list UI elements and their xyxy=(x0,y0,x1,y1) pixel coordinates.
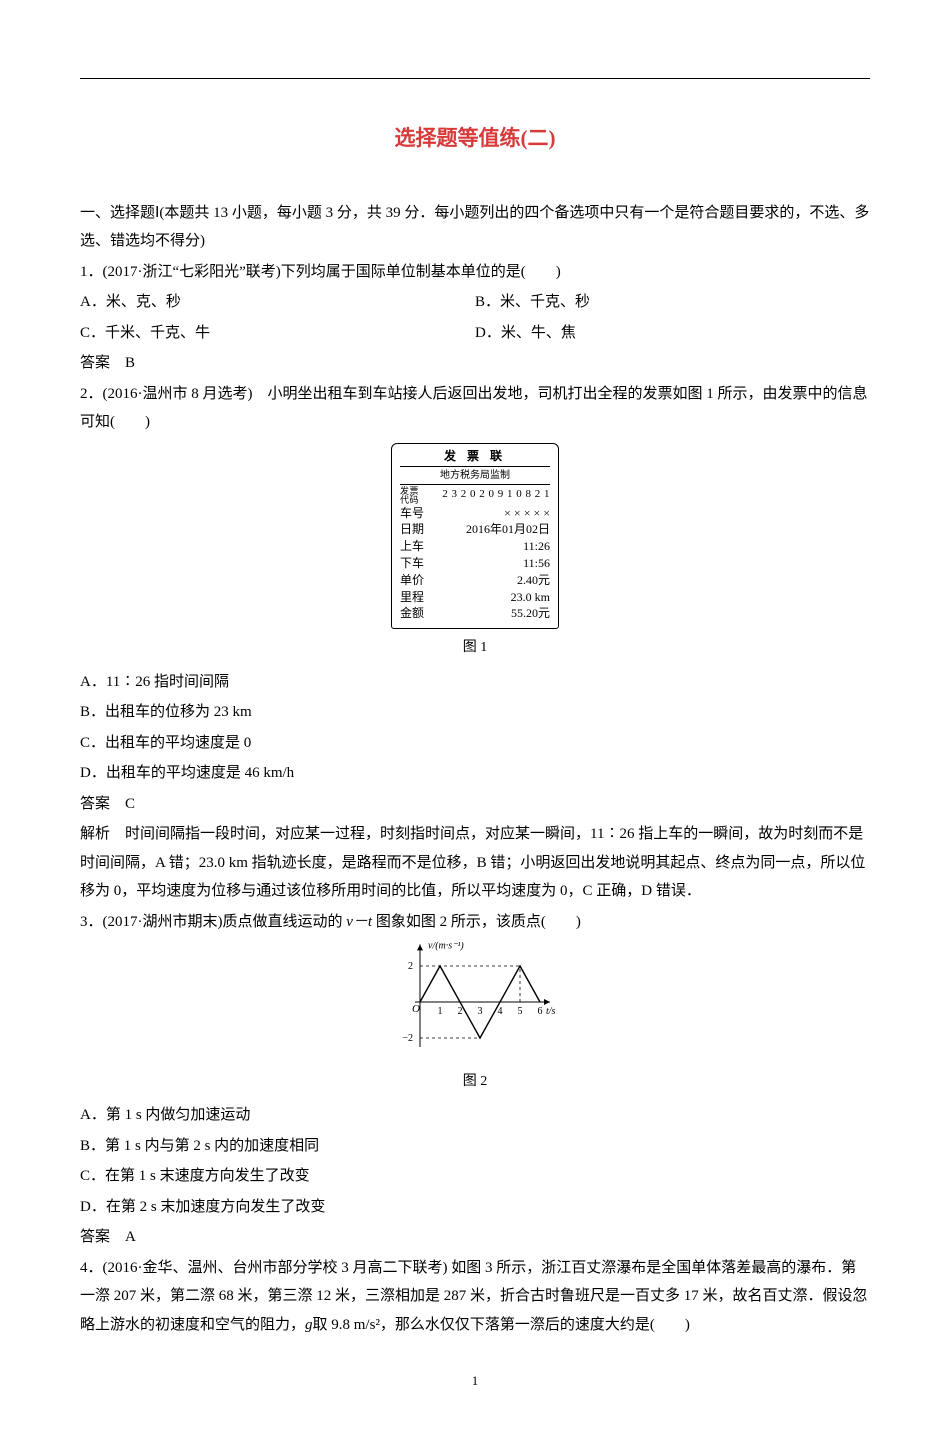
q2-stem: 2．(2016·温州市 8 月选考) 小明坐出租车到车站接人后返回出发地，司机打… xyxy=(80,380,870,437)
q4-stem-b: 取 9.8 m/s²，那么水仅仅下落第一漈后的速度大约是( ) xyxy=(313,1317,690,1333)
receipt-amt-label: 金额 xyxy=(400,605,424,622)
receipt-date-label: 日期 xyxy=(400,521,424,538)
svg-text:5: 5 xyxy=(518,1006,523,1017)
receipt-code-row: 发票 代码 2 3 2 0 2 0 9 1 0 8 2 1 xyxy=(400,487,550,505)
svg-text:O: O xyxy=(412,1003,420,1015)
receipt-amt-row: 金额 55.20元 xyxy=(400,605,550,622)
receipt-off-label: 下车 xyxy=(400,555,424,572)
q1-stem: 1．(2017·浙江“七彩阳光”联考)下列均属于国际单位制基本单位的是( ) xyxy=(80,258,870,287)
q1-optB: B．米、千克、秒 xyxy=(475,288,870,317)
vt-graph: 1 2 3 4 5 6 2 −2 Ov/(m·s⁻¹) t/s xyxy=(390,942,560,1052)
q2-answer: 答案 C xyxy=(80,790,870,819)
receipt-dist-value: 23.0 km xyxy=(511,589,550,606)
receipt-car-value: × × × × × xyxy=(504,505,550,522)
q1-options-row1: A．米、克、秒 B．米、千克、秒 xyxy=(80,288,870,317)
svg-text:t/s: t/s xyxy=(546,1006,556,1017)
q4-stem: 4．(2016·金华、温州、台州市部分学校 3 月高二下联考) 如图 3 所示，… xyxy=(80,1254,870,1340)
receipt-car-row: 车号 × × × × × xyxy=(400,505,550,522)
q1-optA: A．米、克、秒 xyxy=(80,288,475,317)
receipt-dist-label: 里程 xyxy=(400,589,424,606)
receipt-date-value: 2016年01月02日 xyxy=(466,521,550,538)
q3-stem: 3．(2017·湖州市期末)质点做直线运动的 v－t 图象如图 2 所示，该质点… xyxy=(80,908,870,937)
svg-text:2: 2 xyxy=(458,1006,463,1017)
top-rule xyxy=(80,78,870,79)
receipt-on-label: 上车 xyxy=(400,538,424,555)
q2-optD: D．出租车的平均速度是 46 km/h xyxy=(80,759,870,788)
receipt-on-row: 上车 11:26 xyxy=(400,538,550,555)
receipt-off-row: 下车 11:56 xyxy=(400,555,550,572)
receipt-off-value: 11:56 xyxy=(523,555,550,572)
section-heading: 一、选择题Ⅰ(本题共 13 小题，每小题 3 分，共 39 分．每小题列出的四个… xyxy=(80,199,870,256)
svg-text:3: 3 xyxy=(478,1006,483,1017)
q3-stem-b: 图象如图 2 所示，该质点( ) xyxy=(372,914,581,930)
receipt-car-label: 车号 xyxy=(400,505,424,522)
receipt-subheader: 地方税务局监制 xyxy=(400,469,550,485)
receipt-price-label: 单价 xyxy=(400,572,424,589)
receipt-amt-value: 55.20元 xyxy=(511,605,550,622)
q3-stem-a: 3．(2017·湖州市期末)质点做直线运动的 xyxy=(80,914,346,930)
q3-stem-italic: v－t xyxy=(346,914,372,930)
q2-optC: C．出租车的平均速度是 0 xyxy=(80,729,870,758)
receipt-date-row: 日期 2016年01月02日 xyxy=(400,521,550,538)
page-title: 选择题等值练(二) xyxy=(80,119,870,159)
receipt-on-value: 11:26 xyxy=(523,538,550,555)
q2-optA: A．11∶26 指时间间隔 xyxy=(80,668,870,697)
q1-answer: 答案 B xyxy=(80,349,870,378)
q1-optD: D．米、牛、焦 xyxy=(475,319,870,348)
svg-text:1: 1 xyxy=(438,1006,443,1017)
receipt-card: 发 票 联 地方税务局监制 发票 代码 2 3 2 0 2 0 9 1 0 8 … xyxy=(391,443,559,629)
q2-figure-caption: 图 1 xyxy=(80,635,870,662)
svg-text:−2: −2 xyxy=(402,1033,413,1044)
svg-text:6: 6 xyxy=(538,1006,543,1017)
q2-explain: 解析 时间间隔指一段时间，对应某一过程，时刻指时间点，对应某一瞬间，11∶26 … xyxy=(80,820,870,906)
receipt-price-value: 2.40元 xyxy=(517,572,550,589)
q3-optD: D．在第 2 s 末加速度方向发生了改变 xyxy=(80,1193,870,1222)
receipt-code-label: 发票 代码 xyxy=(400,487,419,505)
q3-optC: C．在第 1 s 末速度方向发生了改变 xyxy=(80,1162,870,1191)
q1-options-row2: C．千米、千克、牛 D．米、牛、焦 xyxy=(80,319,870,348)
svg-text:4: 4 xyxy=(498,1006,503,1017)
q3-figure-caption: 图 2 xyxy=(80,1069,870,1096)
q3-answer: 答案 A xyxy=(80,1223,870,1252)
q2-figure: 发 票 联 地方税务局监制 发票 代码 2 3 2 0 2 0 9 1 0 8 … xyxy=(80,443,870,629)
receipt-code-value: 2 3 2 0 2 0 9 1 0 8 2 1 xyxy=(442,487,550,505)
receipt-dist-row: 里程 23.0 km xyxy=(400,589,550,606)
receipt-price-row: 单价 2.40元 xyxy=(400,572,550,589)
q1-optC: C．千米、千克、牛 xyxy=(80,319,475,348)
q3-figure: 1 2 3 4 5 6 2 −2 Ov/(m·s⁻¹) t/s xyxy=(80,942,870,1063)
svg-text:v/(m·s⁻¹): v/(m·s⁻¹) xyxy=(428,942,464,951)
q3-optB: B．第 1 s 内与第 2 s 内的加速度相同 xyxy=(80,1132,870,1161)
q3-optA: A．第 1 s 内做匀加速运动 xyxy=(80,1101,870,1130)
svg-text:2: 2 xyxy=(408,961,413,972)
q4-g: g xyxy=(305,1317,313,1333)
receipt-header: 发 票 联 xyxy=(400,448,550,467)
page-number: 1 xyxy=(80,1369,870,1394)
q2-optB: B．出租车的位移为 23 km xyxy=(80,698,870,727)
